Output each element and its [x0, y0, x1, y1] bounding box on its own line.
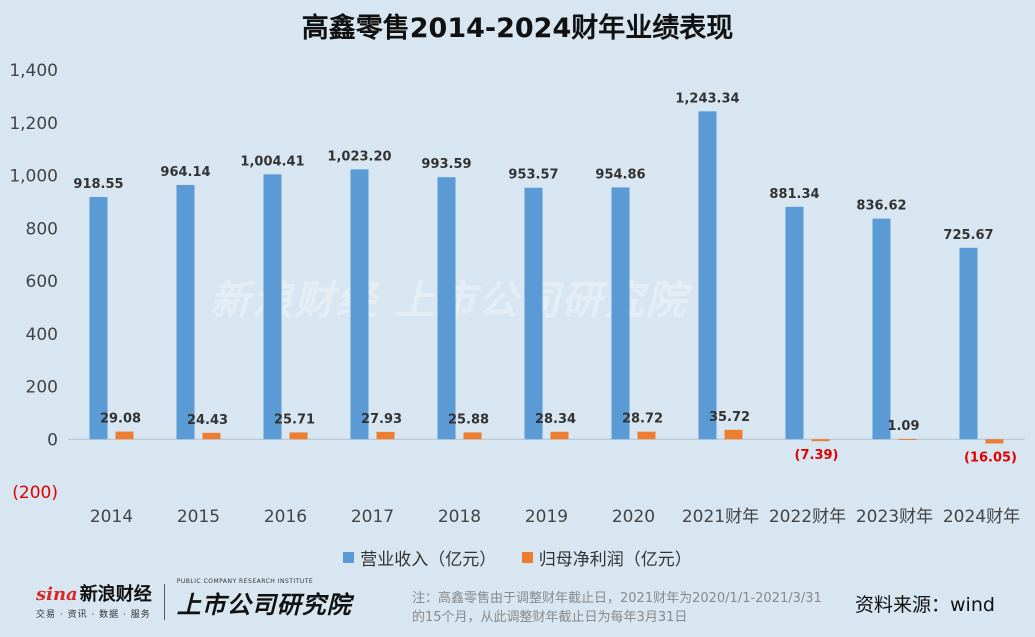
x-tick-label: 2018: [438, 507, 481, 527]
net-profit-data-label: 25.71: [274, 412, 315, 427]
x-tick-label: 2016: [264, 507, 307, 527]
net-profit-data-label: 28.72: [622, 412, 663, 427]
revenue-bar: [176, 184, 195, 440]
x-tick-label: 2023财年: [856, 507, 933, 527]
revenue-data-label: 725.67: [943, 228, 993, 243]
net-profit-data-label: 27.93: [361, 412, 402, 427]
y-tick-label: 400: [26, 325, 58, 345]
net-profit-bar: [550, 431, 569, 440]
net-profit-data-label: 35.72: [709, 410, 750, 425]
legend-item-revenue: 营业收入（亿元）: [343, 545, 496, 570]
revenue-data-label: 918.55: [73, 177, 123, 192]
revenue-data-label: 964.14: [160, 165, 210, 180]
x-tick-label: 2015: [177, 507, 220, 527]
institute-name: 上市公司研究院: [176, 591, 352, 619]
revenue-bar: [872, 218, 891, 440]
revenue-data-label: 1,004.41: [240, 154, 304, 169]
net-profit-bar: [637, 431, 656, 440]
x-tick-label: 2020: [612, 507, 655, 527]
net-profit-data-label: (16.05): [964, 450, 1017, 465]
net-profit-data-label: 25.88: [448, 412, 489, 427]
chart-legend: 营业收入（亿元） 归母净利润（亿元）: [0, 545, 1035, 570]
y-tick-label: 1,000: [9, 167, 58, 187]
y-tick-label: 0: [47, 430, 58, 450]
brand-divider: [163, 584, 165, 620]
x-tick-label: 2014: [90, 507, 133, 527]
legend-label-net-profit: 归母净利润（亿元）: [538, 550, 692, 570]
revenue-bar: [350, 169, 369, 440]
revenue-data-label: 953.57: [508, 168, 558, 183]
x-tick-label: 2022财年: [769, 507, 846, 527]
net-profit-data-label: 24.43: [187, 413, 228, 428]
legend-label-revenue: 营业收入（亿元）: [360, 550, 497, 570]
sina-logo-text: sina: [36, 584, 78, 605]
net-profit-bar: [463, 432, 482, 440]
net-profit-data-label: (7.39): [795, 448, 839, 463]
net-profit-bar: [202, 432, 221, 440]
x-tick-label: 2024财年: [943, 507, 1020, 527]
revenue-bar: [611, 187, 630, 440]
revenue-bar: [959, 247, 978, 440]
footnote: 注：高鑫零售由于调整财年截止日，2021财年为2020/1/1-2021/3/3…: [412, 591, 822, 625]
y-tick-label: (200): [12, 483, 58, 503]
legend-item-net-profit: 归母净利润（亿元）: [521, 545, 692, 570]
net-profit-bar: [811, 439, 830, 442]
revenue-bar: [785, 206, 804, 440]
revenue-data-label: 993.59: [421, 157, 471, 172]
net-profit-bar: [115, 431, 134, 440]
bar-chart: (200) 0 200 400 600 800 1,000 1,200 1,400 2014 918…: [9, 61, 1025, 527]
x-tick-label: 2021财年: [682, 507, 759, 527]
revenue-data-label: 954.86: [595, 167, 645, 182]
revenue-data-label: 1,023.20: [327, 149, 391, 164]
revenue-data-label: 1,243.34: [675, 91, 739, 106]
net-profit-bar: [898, 438, 917, 440]
net-profit-data-label: 29.08: [100, 412, 141, 427]
legend-swatch-revenue: [343, 552, 355, 563]
brand-logos: sina 新浪财经 交易 · 资讯 · 数据 · 服务 PUBLIC COMPAN…: [36, 578, 352, 620]
sina-finance-logo: sina 新浪财经 交易 · 资讯 · 数据 · 服务: [36, 580, 152, 620]
revenue-bar: [524, 187, 543, 440]
net-profit-bar: [376, 431, 395, 440]
revenue-data-label: 836.62: [856, 199, 906, 214]
legend-swatch-net-profit: [521, 552, 533, 563]
revenue-bar: [698, 111, 717, 440]
net-profit-bar: [289, 432, 308, 440]
sina-finance-name: 新浪财经: [79, 584, 152, 605]
y-tick-label: 1,200: [9, 114, 58, 134]
y-tick-label: 600: [26, 272, 58, 292]
sina-finance-tagline: 交易 · 资讯 · 数据 · 服务: [36, 610, 151, 620]
institute-logo: PUBLIC COMPANY RESEARCH INSTITUTE 上市公司研究…: [177, 578, 352, 620]
revenue-bar: [263, 174, 282, 440]
net-profit-bar: [724, 429, 743, 440]
chart-title: 高鑫零售2014-2024财年业绩表现: [301, 13, 734, 44]
y-tick-label: 1,400: [9, 61, 58, 81]
net-profit-bar: [985, 439, 1004, 444]
x-tick-label: 2017: [351, 507, 394, 527]
y-tick-label: 200: [26, 378, 58, 398]
data-source: 资料来源：wind: [855, 594, 995, 616]
revenue-bar: [89, 196, 108, 440]
net-profit-data-label: 28.34: [535, 412, 576, 427]
revenue-data-label: 881.34: [769, 187, 819, 202]
institute-english-name: PUBLIC COMPANY RESEARCH INSTITUTE: [176, 578, 314, 585]
x-tick-label: 2019: [525, 507, 568, 527]
net-profit-data-label: 1.09: [887, 419, 919, 434]
y-tick-label: 800: [26, 219, 58, 239]
revenue-bar: [437, 177, 456, 440]
